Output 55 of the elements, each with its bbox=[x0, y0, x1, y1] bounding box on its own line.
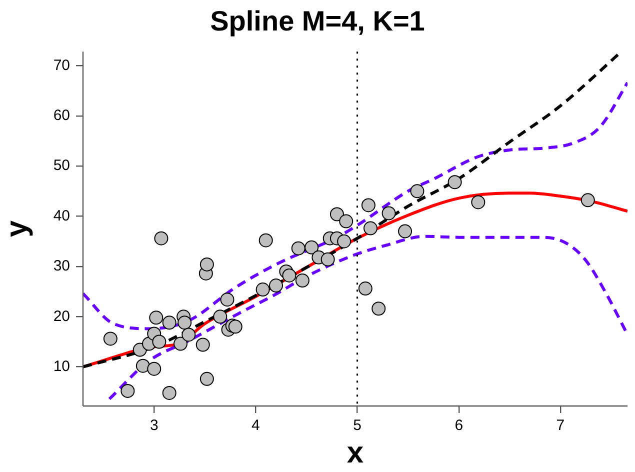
y-tick-label: 50 bbox=[53, 157, 70, 174]
x-tick-label: 3 bbox=[150, 417, 158, 434]
y-tick-label: 70 bbox=[53, 56, 70, 74]
x-tick-label: 5 bbox=[353, 417, 362, 434]
point bbox=[162, 386, 176, 400]
point bbox=[471, 195, 486, 210]
point bbox=[136, 358, 150, 373]
x-tick-label: 4 bbox=[252, 417, 260, 434]
point bbox=[291, 241, 306, 256]
point bbox=[162, 316, 176, 330]
y-tick-label: 30 bbox=[53, 258, 70, 275]
point bbox=[339, 214, 354, 228]
point bbox=[269, 278, 284, 293]
point bbox=[200, 257, 214, 272]
y-axis-title: y bbox=[0, 220, 34, 238]
point bbox=[213, 310, 228, 324]
x-tick-label: 7 bbox=[556, 417, 565, 434]
point bbox=[580, 193, 595, 208]
point bbox=[178, 316, 192, 330]
point bbox=[372, 302, 386, 316]
point bbox=[295, 274, 310, 288]
point bbox=[220, 292, 234, 307]
point bbox=[363, 221, 378, 236]
point bbox=[398, 224, 412, 238]
chart-title: Spline M=4, K=1 bbox=[210, 6, 425, 37]
point bbox=[304, 240, 319, 254]
point bbox=[196, 338, 210, 352]
y-tick-label: 60 bbox=[53, 106, 70, 124]
point bbox=[382, 206, 396, 220]
y-tick-label: 10 bbox=[53, 358, 70, 375]
point bbox=[152, 334, 166, 349]
point bbox=[154, 231, 168, 246]
point bbox=[258, 233, 273, 248]
point bbox=[361, 198, 376, 212]
point bbox=[448, 175, 462, 190]
point bbox=[410, 184, 424, 198]
point bbox=[320, 252, 335, 266]
line-series bbox=[108, 234, 627, 400]
y-tick-label: 20 bbox=[53, 308, 70, 325]
point bbox=[120, 384, 135, 398]
point bbox=[282, 268, 296, 282]
y-tick-label: 40 bbox=[53, 207, 70, 224]
x-tick-label: 6 bbox=[454, 417, 464, 434]
point bbox=[147, 362, 162, 376]
point bbox=[256, 282, 270, 297]
point bbox=[330, 207, 344, 222]
point bbox=[174, 336, 188, 351]
point bbox=[200, 372, 214, 386]
point bbox=[103, 332, 118, 346]
x-axis-title: x bbox=[346, 436, 364, 470]
point bbox=[182, 328, 196, 342]
point bbox=[358, 282, 372, 296]
point bbox=[149, 310, 164, 325]
point bbox=[337, 234, 352, 248]
point bbox=[228, 320, 242, 334]
